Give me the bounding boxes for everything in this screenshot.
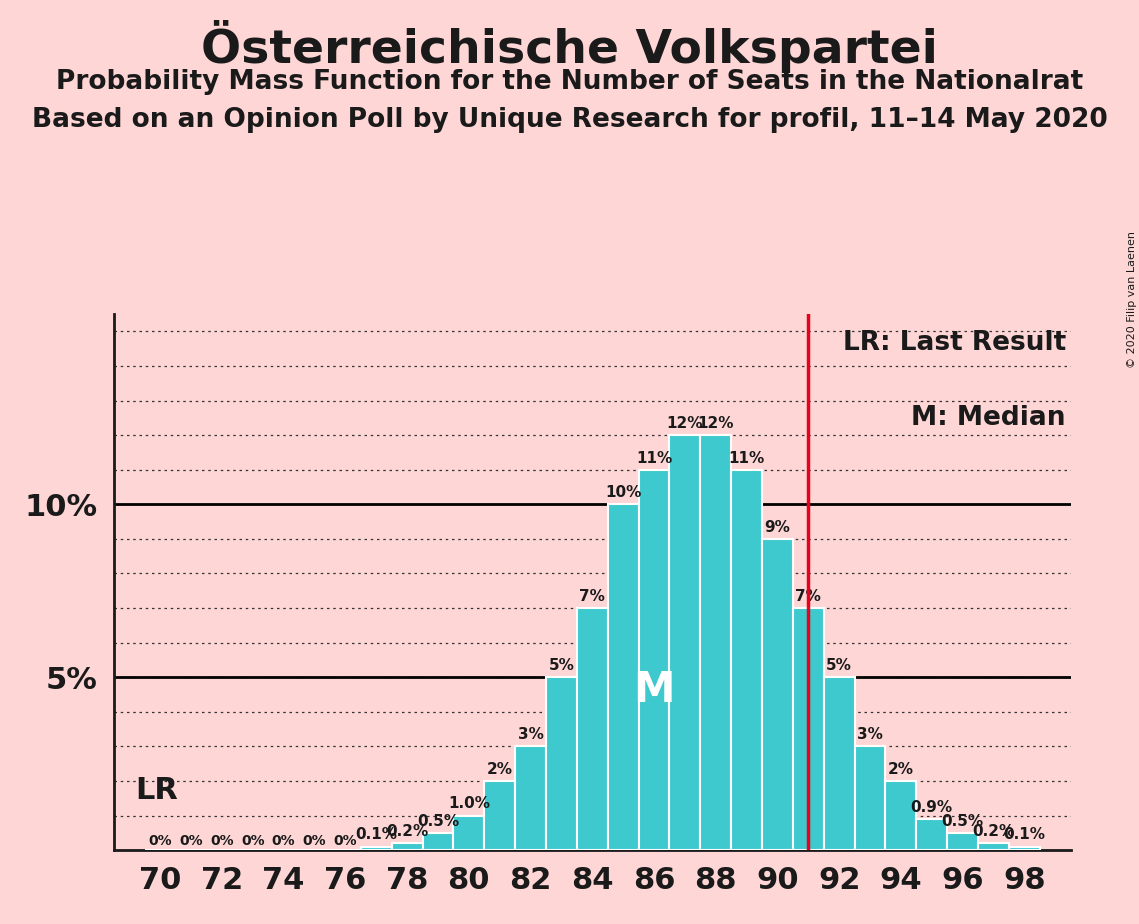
Bar bbox=[453, 816, 484, 850]
Text: LR: Last Result: LR: Last Result bbox=[843, 330, 1066, 357]
Text: Probability Mass Function for the Number of Seats in the Nationalrat: Probability Mass Function for the Number… bbox=[56, 69, 1083, 95]
Text: 0%: 0% bbox=[241, 834, 264, 848]
Text: 0%: 0% bbox=[210, 834, 233, 848]
Text: 12%: 12% bbox=[666, 416, 703, 431]
Text: 3%: 3% bbox=[858, 727, 883, 742]
Text: 2%: 2% bbox=[486, 761, 513, 777]
Bar bbox=[361, 846, 392, 850]
Bar bbox=[978, 844, 1009, 850]
Bar bbox=[670, 435, 700, 850]
Bar bbox=[423, 833, 453, 850]
Text: 11%: 11% bbox=[729, 451, 764, 466]
Text: 0%: 0% bbox=[148, 834, 172, 848]
Text: 9%: 9% bbox=[764, 520, 790, 535]
Bar bbox=[515, 747, 546, 850]
Text: M: M bbox=[633, 669, 674, 711]
Text: 0.2%: 0.2% bbox=[973, 824, 1015, 839]
Bar bbox=[793, 608, 823, 850]
Bar bbox=[546, 677, 576, 850]
Bar bbox=[854, 747, 885, 850]
Text: 0%: 0% bbox=[272, 834, 295, 848]
Bar bbox=[484, 781, 515, 850]
Text: 0%: 0% bbox=[334, 834, 358, 848]
Bar bbox=[639, 469, 670, 850]
Text: 5%: 5% bbox=[549, 658, 574, 673]
Text: 7%: 7% bbox=[580, 589, 605, 604]
Text: 12%: 12% bbox=[697, 416, 734, 431]
Text: 11%: 11% bbox=[636, 451, 672, 466]
Bar bbox=[762, 539, 793, 850]
Bar bbox=[948, 833, 978, 850]
Bar bbox=[731, 469, 762, 850]
Bar bbox=[700, 435, 731, 850]
Text: 0.2%: 0.2% bbox=[386, 824, 428, 839]
Text: © 2020 Filip van Laenen: © 2020 Filip van Laenen bbox=[1126, 231, 1137, 368]
Text: 3%: 3% bbox=[517, 727, 543, 742]
Text: 1.0%: 1.0% bbox=[448, 796, 490, 811]
Text: 0%: 0% bbox=[303, 834, 326, 848]
Bar bbox=[576, 608, 608, 850]
Text: 2%: 2% bbox=[888, 761, 913, 777]
Bar bbox=[608, 505, 639, 850]
Text: LR: LR bbox=[136, 776, 179, 805]
Bar bbox=[392, 844, 423, 850]
Bar bbox=[1009, 846, 1040, 850]
Bar bbox=[885, 781, 917, 850]
Text: 7%: 7% bbox=[795, 589, 821, 604]
Text: 0.1%: 0.1% bbox=[355, 828, 398, 843]
Bar bbox=[823, 677, 854, 850]
Text: 0%: 0% bbox=[179, 834, 203, 848]
Text: 0.5%: 0.5% bbox=[942, 814, 984, 829]
Text: 0.9%: 0.9% bbox=[911, 800, 953, 815]
Text: 5%: 5% bbox=[826, 658, 852, 673]
Text: Based on an Opinion Poll by Unique Research for profil, 11–14 May 2020: Based on an Opinion Poll by Unique Resea… bbox=[32, 107, 1107, 133]
Text: Österreichische Volkspartei: Österreichische Volkspartei bbox=[202, 20, 937, 73]
Text: M: Median: M: Median bbox=[911, 406, 1066, 432]
Text: 10%: 10% bbox=[605, 485, 641, 500]
Bar bbox=[917, 819, 948, 850]
Text: 0.1%: 0.1% bbox=[1003, 828, 1046, 843]
Text: 0.5%: 0.5% bbox=[417, 814, 459, 829]
